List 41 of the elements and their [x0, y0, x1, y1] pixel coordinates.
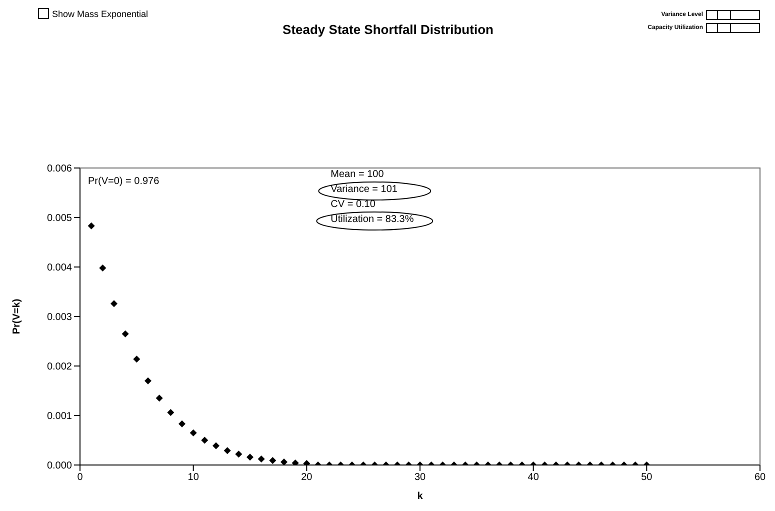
point — [110, 300, 118, 308]
annotation: Pr(V=0) = 0.976 — [88, 176, 160, 187]
point — [122, 330, 129, 338]
point — [258, 456, 265, 463]
point — [167, 409, 174, 416]
x-tick-label: 20 — [301, 472, 313, 484]
y-tick-label: 0.005 — [46, 213, 72, 224]
x-tick-label: 60 — [754, 472, 766, 484]
chart-title: Steady State Shortfall Distribution — [282, 22, 494, 37]
point — [246, 454, 254, 461]
point — [212, 442, 220, 450]
point — [190, 429, 197, 436]
y-tick-label: 0.006 — [46, 164, 72, 175]
x-tick-label: 40 — [528, 472, 540, 484]
point — [235, 450, 242, 458]
x-tick-label: 10 — [188, 472, 200, 484]
y-tick-label: 0.002 — [46, 362, 72, 373]
point — [292, 460, 299, 465]
y-tick-label: 0.001 — [46, 411, 72, 422]
text: Show Mass Exponential — [52, 8, 148, 18]
x-tick-label: 30 — [414, 472, 426, 484]
x-tick-label: 0 — [77, 472, 84, 484]
point — [178, 420, 186, 428]
x-axis-title: k — [417, 491, 424, 502]
point — [88, 222, 95, 230]
point — [156, 394, 163, 402]
y-tick-label: 0.003 — [46, 312, 72, 324]
y-tick-label: 0.000 — [46, 460, 72, 472]
y-tick-label: 0.004 — [46, 262, 72, 274]
point — [133, 356, 140, 363]
point — [99, 264, 106, 272]
annotation: CV = 0.10 — [330, 199, 376, 210]
annotation: Utilization = 83.3% — [330, 214, 414, 225]
y-axis-title: Pr(V=k) — [12, 298, 23, 334]
annotation: Mean = 100 — [330, 169, 384, 180]
annotation: Variance = 101 — [330, 184, 398, 195]
point — [201, 436, 208, 444]
point — [144, 377, 152, 384]
point — [224, 447, 231, 454]
x-tick-label: 50 — [641, 472, 653, 484]
point — [280, 458, 288, 465]
